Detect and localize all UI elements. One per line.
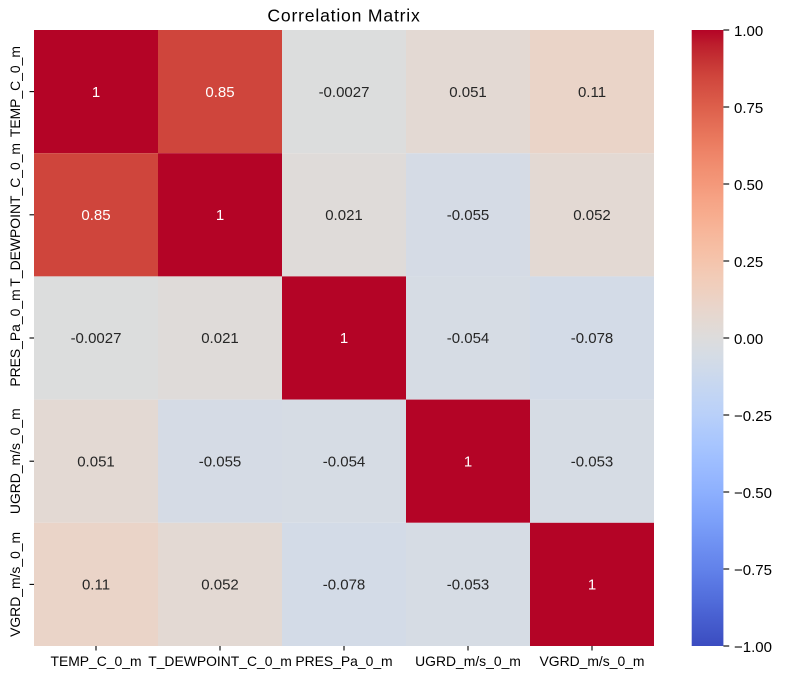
svg-text:PRES_Pa_0_m: PRES_Pa_0_m [7, 289, 23, 386]
svg-text:0.85: 0.85 [81, 207, 110, 224]
svg-text:T_DEWPOINT_C_0_m: T_DEWPOINT_C_0_m [148, 653, 292, 669]
svg-text:UGRD_m/s_0_m: UGRD_m/s_0_m [415, 653, 521, 669]
svg-text:-0.053: -0.053 [447, 577, 490, 594]
svg-text:TEMP_C_0_m: TEMP_C_0_m [50, 653, 141, 669]
svg-text:1: 1 [92, 84, 100, 101]
svg-text:0.50: 0.50 [734, 177, 763, 194]
svg-text:-0.078: -0.078 [571, 330, 614, 347]
svg-text:−0.50: −0.50 [734, 485, 772, 502]
svg-text:−1.00: −1.00 [734, 639, 772, 656]
svg-text:TEMP_C_0_m: TEMP_C_0_m [7, 46, 23, 137]
svg-text:-0.0027: -0.0027 [319, 84, 370, 101]
svg-text:0.052: 0.052 [573, 207, 611, 224]
svg-text:-0.078: -0.078 [323, 577, 366, 594]
svg-text:1: 1 [464, 453, 472, 470]
svg-text:-0.053: -0.053 [571, 453, 614, 470]
svg-text:1: 1 [216, 207, 224, 224]
svg-text:0.021: 0.021 [325, 207, 363, 224]
svg-text:0.11: 0.11 [82, 577, 110, 594]
svg-text:0.11: 0.11 [578, 84, 606, 101]
svg-text:Correlation Matrix: Correlation Matrix [267, 6, 420, 26]
svg-text:UGRD_m/s_0_m: UGRD_m/s_0_m [7, 408, 23, 514]
svg-text:-0.055: -0.055 [199, 453, 242, 470]
svg-text:0.051: 0.051 [449, 84, 487, 101]
svg-text:-0.054: -0.054 [447, 330, 490, 347]
svg-text:-0.054: -0.054 [323, 453, 366, 470]
svg-text:0.85: 0.85 [205, 84, 234, 101]
svg-text:−0.25: −0.25 [734, 408, 772, 425]
svg-text:1: 1 [340, 330, 348, 347]
svg-text:T_DEWPOINT_C_0_m: T_DEWPOINT_C_0_m [7, 143, 23, 287]
svg-text:0.051: 0.051 [77, 453, 115, 470]
svg-text:PRES_Pa_0_m: PRES_Pa_0_m [295, 653, 392, 669]
svg-text:−0.75: −0.75 [734, 562, 772, 579]
svg-text:0.75: 0.75 [734, 100, 763, 117]
svg-text:VGRD_m/s_0_m: VGRD_m/s_0_m [540, 653, 645, 669]
svg-text:-0.0027: -0.0027 [71, 330, 122, 347]
svg-text:-0.055: -0.055 [447, 207, 490, 224]
svg-text:0.052: 0.052 [201, 577, 239, 594]
svg-text:1: 1 [588, 577, 596, 594]
svg-text:0.25: 0.25 [734, 254, 763, 271]
svg-text:0.021: 0.021 [201, 330, 239, 347]
svg-text:VGRD_m/s_0_m: VGRD_m/s_0_m [7, 532, 23, 637]
svg-text:1.00: 1.00 [734, 23, 763, 40]
svg-text:0.00: 0.00 [734, 331, 763, 348]
